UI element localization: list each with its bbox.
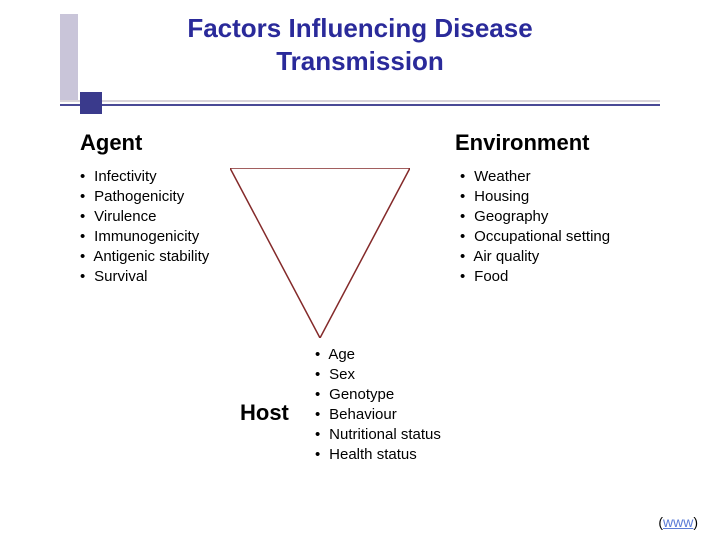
- list-item: • Health status: [315, 446, 441, 463]
- bullet: •: [460, 268, 470, 285]
- list-item: • Air quality: [460, 248, 610, 265]
- bullet: •: [315, 446, 325, 463]
- decor-square: [80, 92, 102, 114]
- list-item: • Weather: [460, 168, 610, 185]
- environment-list: • Weather• Housing• Geography• Occupatio…: [460, 168, 610, 288]
- list-item-text: Air quality: [470, 248, 539, 265]
- bullet: •: [80, 228, 90, 245]
- list-item: • Virulence: [80, 208, 209, 225]
- www-link-container: (www): [658, 514, 698, 530]
- bullet: •: [80, 248, 90, 265]
- list-item-text: Health status: [325, 446, 417, 463]
- bullet: •: [460, 248, 470, 265]
- bullet: •: [80, 208, 90, 225]
- bullet: •: [315, 426, 325, 443]
- list-item: • Pathogenicity: [80, 188, 209, 205]
- bullet: •: [80, 188, 90, 205]
- list-item-text: Pathogenicity: [90, 188, 184, 205]
- list-item-text: Immunogenicity: [90, 228, 199, 245]
- list-item-text: Weather: [470, 168, 531, 185]
- list-item: • Survival: [80, 268, 209, 285]
- environment-heading: Environment: [455, 130, 589, 156]
- list-item: • Genotype: [315, 386, 441, 403]
- bullet: •: [80, 268, 90, 285]
- host-list: • Age• Sex• Genotype• Behaviour• Nutriti…: [315, 346, 441, 466]
- list-item-text: Genotype: [325, 386, 394, 403]
- list-item: • Occupational setting: [460, 228, 610, 245]
- bullet: •: [460, 188, 470, 205]
- host-heading: Host: [240, 400, 289, 426]
- list-item: • Antigenic stability: [80, 248, 209, 265]
- list-item: • Geography: [460, 208, 610, 225]
- bullet: •: [315, 406, 325, 423]
- list-item: • Immunogenicity: [80, 228, 209, 245]
- bullet: •: [460, 208, 470, 225]
- list-item-text: Virulence: [90, 208, 156, 225]
- triangle-shape: [230, 168, 410, 338]
- list-item-text: Occupational setting: [470, 228, 610, 245]
- title-line2: Transmission: [276, 46, 444, 76]
- slide-title: Factors Influencing Disease Transmission: [0, 12, 720, 77]
- decor-line-light: [60, 100, 660, 102]
- list-item: • Sex: [315, 366, 441, 383]
- bullet: •: [80, 168, 90, 185]
- bullet: •: [460, 228, 470, 245]
- title-line1: Factors Influencing Disease: [187, 13, 532, 43]
- agent-heading: Agent: [80, 130, 142, 156]
- list-item-text: Behaviour: [325, 406, 397, 423]
- list-item: • Nutritional status: [315, 426, 441, 443]
- list-item-text: Age: [325, 346, 355, 363]
- list-item: • Housing: [460, 188, 610, 205]
- agent-list: • Infectivity• Pathogenicity• Virulence•…: [80, 168, 209, 288]
- title-area: Factors Influencing Disease Transmission: [0, 0, 720, 77]
- bullet: •: [460, 168, 470, 185]
- list-item-text: Sex: [325, 366, 355, 383]
- triangle-diagram: [230, 168, 410, 338]
- www-link[interactable]: www: [663, 514, 693, 530]
- list-item-text: Survival: [90, 268, 148, 285]
- paren-close: ): [693, 514, 698, 530]
- list-item-text: Nutritional status: [325, 426, 441, 443]
- list-item: • Age: [315, 346, 441, 363]
- list-item: • Food: [460, 268, 610, 285]
- decor-line-dark: [60, 104, 660, 106]
- bullet: •: [315, 346, 325, 363]
- list-item-text: Geography: [470, 208, 548, 225]
- list-item: • Behaviour: [315, 406, 441, 423]
- bullet: •: [315, 386, 325, 403]
- list-item-text: Housing: [470, 188, 529, 205]
- list-item-text: Food: [470, 268, 508, 285]
- list-item: • Infectivity: [80, 168, 209, 185]
- bullet: •: [315, 366, 325, 383]
- list-item-text: Antigenic stability: [90, 248, 209, 265]
- list-item-text: Infectivity: [90, 168, 157, 185]
